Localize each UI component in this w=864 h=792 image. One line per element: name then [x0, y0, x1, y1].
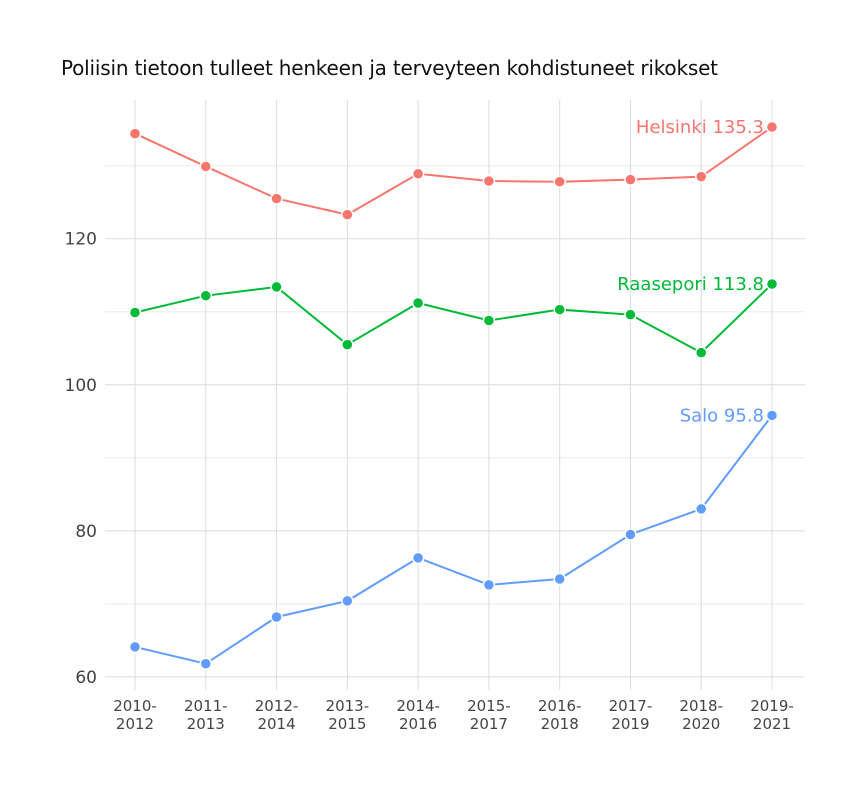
x-tick-label: 2016-2018: [538, 697, 582, 733]
y-tick-label: 60: [75, 668, 97, 688]
x-tick-label: 2014-2016: [396, 697, 440, 733]
data-point-salo: [411, 551, 425, 565]
series-line-salo: [134, 414, 773, 665]
data-point-salo: [694, 502, 708, 516]
series-line-raasepori: [134, 283, 773, 354]
data-point-raasepori: [765, 277, 779, 291]
y-tick-label: 80: [75, 522, 97, 542]
data-point-helsinki: [270, 192, 283, 205]
data-point-helsinki: [128, 127, 142, 140]
end-label-helsinki: Helsinki 135.3: [636, 117, 764, 138]
data-point-raasepori: [199, 289, 213, 302]
y-tick-label: 120: [65, 230, 97, 250]
end-label-salo: Salo 95.8: [680, 405, 764, 426]
data-point-salo: [270, 610, 283, 624]
data-point-raasepori: [553, 303, 566, 316]
x-tick-label: 2012-2014: [255, 697, 299, 733]
x-tick-label: 2019-2021: [750, 697, 794, 733]
data-point-raasepori: [411, 296, 425, 310]
data-point-helsinki: [765, 120, 779, 134]
data-point-helsinki: [553, 175, 566, 189]
x-tick-label: 2015-2017: [467, 697, 511, 733]
data-point-raasepori: [482, 314, 496, 327]
data-point-raasepori: [270, 280, 283, 294]
data-point-helsinki: [624, 173, 637, 186]
x-tick-label: 2017-2019: [609, 697, 653, 733]
data-point-salo: [765, 409, 779, 422]
data-point-helsinki: [411, 167, 425, 180]
data-point-helsinki: [482, 174, 496, 188]
y-tick-label: 100: [65, 376, 97, 396]
series-line-helsinki: [134, 126, 773, 216]
data-point-raasepori: [341, 338, 354, 351]
x-tick-label: 2011-2013: [184, 697, 228, 733]
chart-title: Poliisin tietoon tulleet henkeen ja terv…: [61, 56, 718, 80]
data-point-raasepori: [128, 306, 142, 319]
data-point-salo: [199, 657, 213, 670]
data-point-helsinki: [341, 208, 354, 221]
data-point-salo: [341, 594, 354, 608]
data-point-raasepori: [624, 308, 637, 321]
data-point-salo: [128, 640, 142, 654]
data-point-raasepori: [694, 346, 708, 359]
data-point-salo: [624, 528, 637, 541]
data-point-helsinki: [199, 160, 213, 173]
x-tick-label: 2013-2015: [326, 697, 370, 733]
x-tick-label: 2018-2020: [679, 697, 723, 733]
data-point-salo: [553, 572, 566, 586]
data-point-helsinki: [694, 170, 708, 183]
x-tick-label: 2010-2012: [113, 697, 157, 733]
end-label-raasepori: Raasepori 113.8: [617, 274, 764, 295]
data-point-salo: [482, 578, 496, 592]
